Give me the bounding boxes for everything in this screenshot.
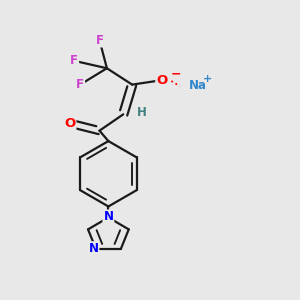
Text: Na: Na [189,79,207,92]
Text: H: H [137,106,147,119]
Text: N: N [103,210,113,224]
Text: N: N [88,242,98,255]
Text: F: F [70,54,78,67]
Text: F: F [95,34,104,46]
Text: F: F [76,78,84,91]
Text: O: O [156,74,167,87]
Text: O: O [64,117,75,130]
Text: +: + [202,74,212,84]
Text: −: − [171,68,181,81]
